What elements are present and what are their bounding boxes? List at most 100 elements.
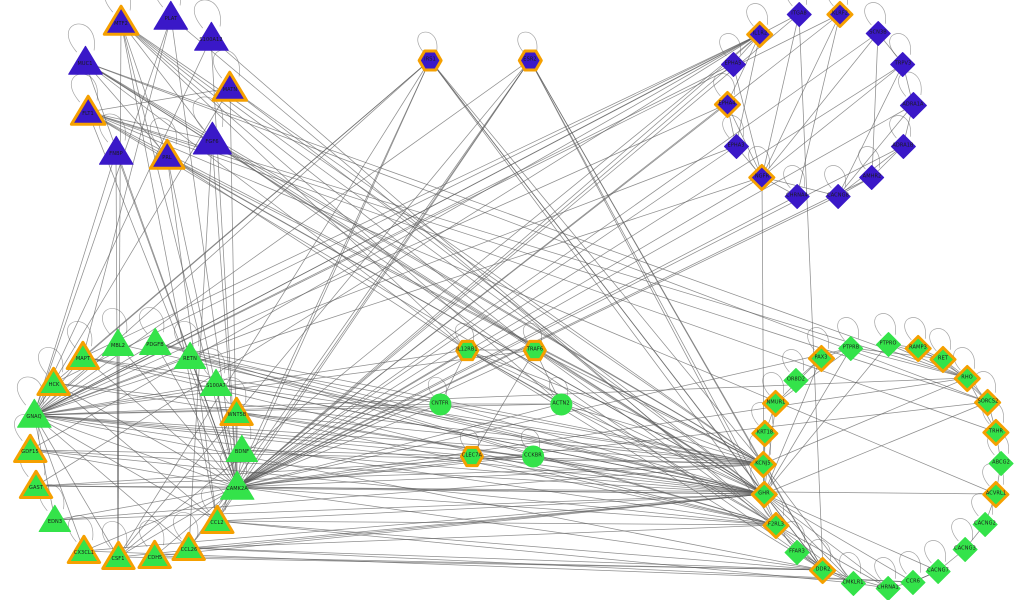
network-edge [871, 32, 879, 178]
network-edge [117, 59, 431, 558]
graph-node-cx3cl1[interactable]: CX3CL1 [66, 534, 102, 564]
graph-node-csf1[interactable]: CSF1 [100, 540, 136, 570]
graph-node-chrna1[interactable]: CHRNA1 [875, 575, 901, 600]
graph-node-cckbr[interactable]: CCKBR [521, 445, 544, 467]
network-edge [87, 111, 213, 141]
triangle-shape-icon [193, 20, 229, 56]
graph-node-cdh5[interactable]: CDH5 [137, 539, 173, 569]
graph-node-retn[interactable]: RETN [173, 341, 207, 369]
network-edge [120, 21, 213, 141]
network-edge [83, 550, 914, 583]
triangle-shape-icon [147, 136, 187, 176]
graph-node-scn3b[interactable]: SCN3B [865, 20, 891, 46]
graph-node-ret[interactable]: RET [929, 345, 957, 373]
graph-node-itga8[interactable]: ITGA8 [786, 1, 812, 27]
graph-node-irs1[interactable]: IRS1 [417, 48, 443, 72]
graph-node-il1r2[interactable]: IL1R2 [746, 20, 774, 48]
network-edge [83, 493, 765, 552]
graph-node-gdf15[interactable]: GDF15 [12, 433, 48, 463]
graph-node-krt18[interactable]: KRT18 [751, 419, 779, 447]
hexagon-shape-icon [514, 44, 546, 76]
graph-node-mapt[interactable]: MAPT [65, 340, 101, 370]
network-edge [120, 21, 218, 522]
graph-node-chrna4[interactable]: CHRNA4 [784, 183, 810, 209]
graph-node-esr2[interactable]: ESR2 [517, 48, 543, 72]
graph-node-ptpro[interactable]: PTPRO [875, 331, 901, 357]
graph-node-plat[interactable]: PLAT [153, 0, 189, 30]
graph-node-matn[interactable]: MATN [211, 70, 249, 102]
graph-node-clec7a[interactable]: CLEC7A [459, 445, 484, 467]
graph-node-adra1a[interactable]: ADRA1A [899, 91, 927, 119]
network-edge [732, 63, 763, 178]
graph-node-fgf6[interactable]: FGF6 [192, 121, 232, 155]
graph-node-acvrl1[interactable]: ACVRL1 [982, 480, 1010, 508]
graph-node-epha5[interactable]: EPHA5 [720, 51, 746, 77]
self-loop-edge [173, 512, 199, 539]
graph-node-traf6[interactable]: TRAF6 [523, 339, 547, 361]
network-edge [33, 414, 824, 571]
graph-node-kcnj5[interactable]: KCNJ5 [749, 450, 777, 478]
graph-node-abcg2[interactable]: ABCG2 [988, 450, 1014, 476]
graph-node-actn2[interactable]: ACTN2 [550, 393, 572, 415]
graph-node-nmur1[interactable]: NMUR1 [762, 389, 790, 417]
network-edge [82, 356, 238, 488]
graph-node-mbl2[interactable]: MBL2 [101, 328, 135, 356]
graph-node-bdnf[interactable]: BDNF [225, 434, 259, 462]
graph-node-mtf2[interactable]: MTF2 [102, 4, 140, 36]
graph-node-pax3[interactable]: PAX3 [807, 344, 835, 372]
network-edge [120, 21, 536, 351]
graph-node-gast[interactable]: GAST [18, 469, 54, 499]
network-edge [735, 33, 761, 147]
graph-node-epha3[interactable]: EPHA3 [723, 133, 749, 159]
graph-node-prl[interactable]: PRL [148, 138, 186, 170]
graph-node-gnaq[interactable]: GNAQ [16, 398, 52, 428]
network-edge [87, 111, 989, 403]
graph-node-s100a7[interactable]: S100A7 [199, 368, 233, 396]
network-edge [471, 455, 777, 526]
graph-node-ngfr[interactable]: NGFR [748, 163, 776, 191]
graph-node-or8d2[interactable]: OR8D2 [783, 367, 809, 393]
graph-node-hck[interactable]: HCK [36, 366, 72, 396]
graph-node-wnt5b[interactable]: WNT5B [219, 396, 255, 426]
graph-node-edn3[interactable]: EDN3 [38, 504, 72, 532]
graph-node-ccr6[interactable]: CCR6 [900, 569, 926, 595]
network-edge [798, 13, 824, 571]
graph-node-cacng3[interactable]: CACNG3 [952, 536, 978, 562]
graph-node-ffar3[interactable]: FFAR3 [784, 539, 810, 565]
triangle-shape-icon [64, 338, 102, 376]
self-loop-edge [924, 540, 946, 564]
graph-node-ccl26[interactable]: CCL26 [171, 531, 207, 561]
graph-node-ramp3[interactable]: RAMP3 [904, 334, 932, 362]
diamond-shape-icon [888, 131, 918, 161]
graph-node-cmklr1[interactable]: CMKLR1 [840, 570, 866, 596]
graph-node-klrf2[interactable]: KLRF2 [826, 0, 854, 28]
graph-node-ghr[interactable]: GHR [750, 480, 778, 508]
graph-node-cacng8[interactable]: CACNG8 [825, 183, 851, 209]
graph-node-muc1[interactable]: MUC1 [67, 45, 103, 75]
graph-node-cntfr[interactable]: CNTFR [428, 393, 451, 415]
graph-node-fnbp[interactable]: FNBP [98, 135, 134, 165]
graph-node-camk2a[interactable]: CAMK2A [219, 470, 255, 500]
graph-node-il12rb1[interactable]: IL12RB1 [454, 339, 479, 361]
graph-node-flt1[interactable]: FLT1 [69, 94, 107, 126]
network-edge [188, 547, 824, 571]
graph-node-adra1b[interactable]: ADRA1B [890, 133, 916, 159]
graph-node-cacng7[interactable]: CACNG7 [925, 558, 951, 584]
graph-node-ddr2[interactable]: DDR2 [809, 556, 837, 584]
graph-node-trpv3[interactable]: TRPV3 [890, 51, 916, 77]
network-edge [236, 32, 879, 488]
graph-node-ptprb[interactable]: PTPRB [838, 335, 864, 361]
triangle-shape-icon [38, 503, 72, 537]
graph-node-f2rl3[interactable]: F2RL3 [762, 511, 790, 539]
graph-node-sorcs2[interactable]: SORCS2 [974, 388, 1002, 416]
graph-node-pdgfb[interactable]: PDGFB [138, 327, 172, 355]
graph-node-amhr2[interactable]: AMHR2 [859, 164, 885, 190]
network-edge [33, 13, 841, 416]
graph-node-cacng2[interactable]: CACNG2 [972, 511, 998, 537]
graph-node-s100a12[interactable]: S100A12 [193, 21, 229, 51]
graph-node-trhr[interactable]: TRHR [982, 418, 1010, 446]
diamond-shape-icon [836, 333, 866, 363]
graph-node-rho[interactable]: RHO [953, 364, 981, 392]
graph-node-ccl2[interactable]: CCL2 [199, 504, 235, 534]
graph-node-epha4[interactable]: EPHA4 [713, 90, 741, 118]
